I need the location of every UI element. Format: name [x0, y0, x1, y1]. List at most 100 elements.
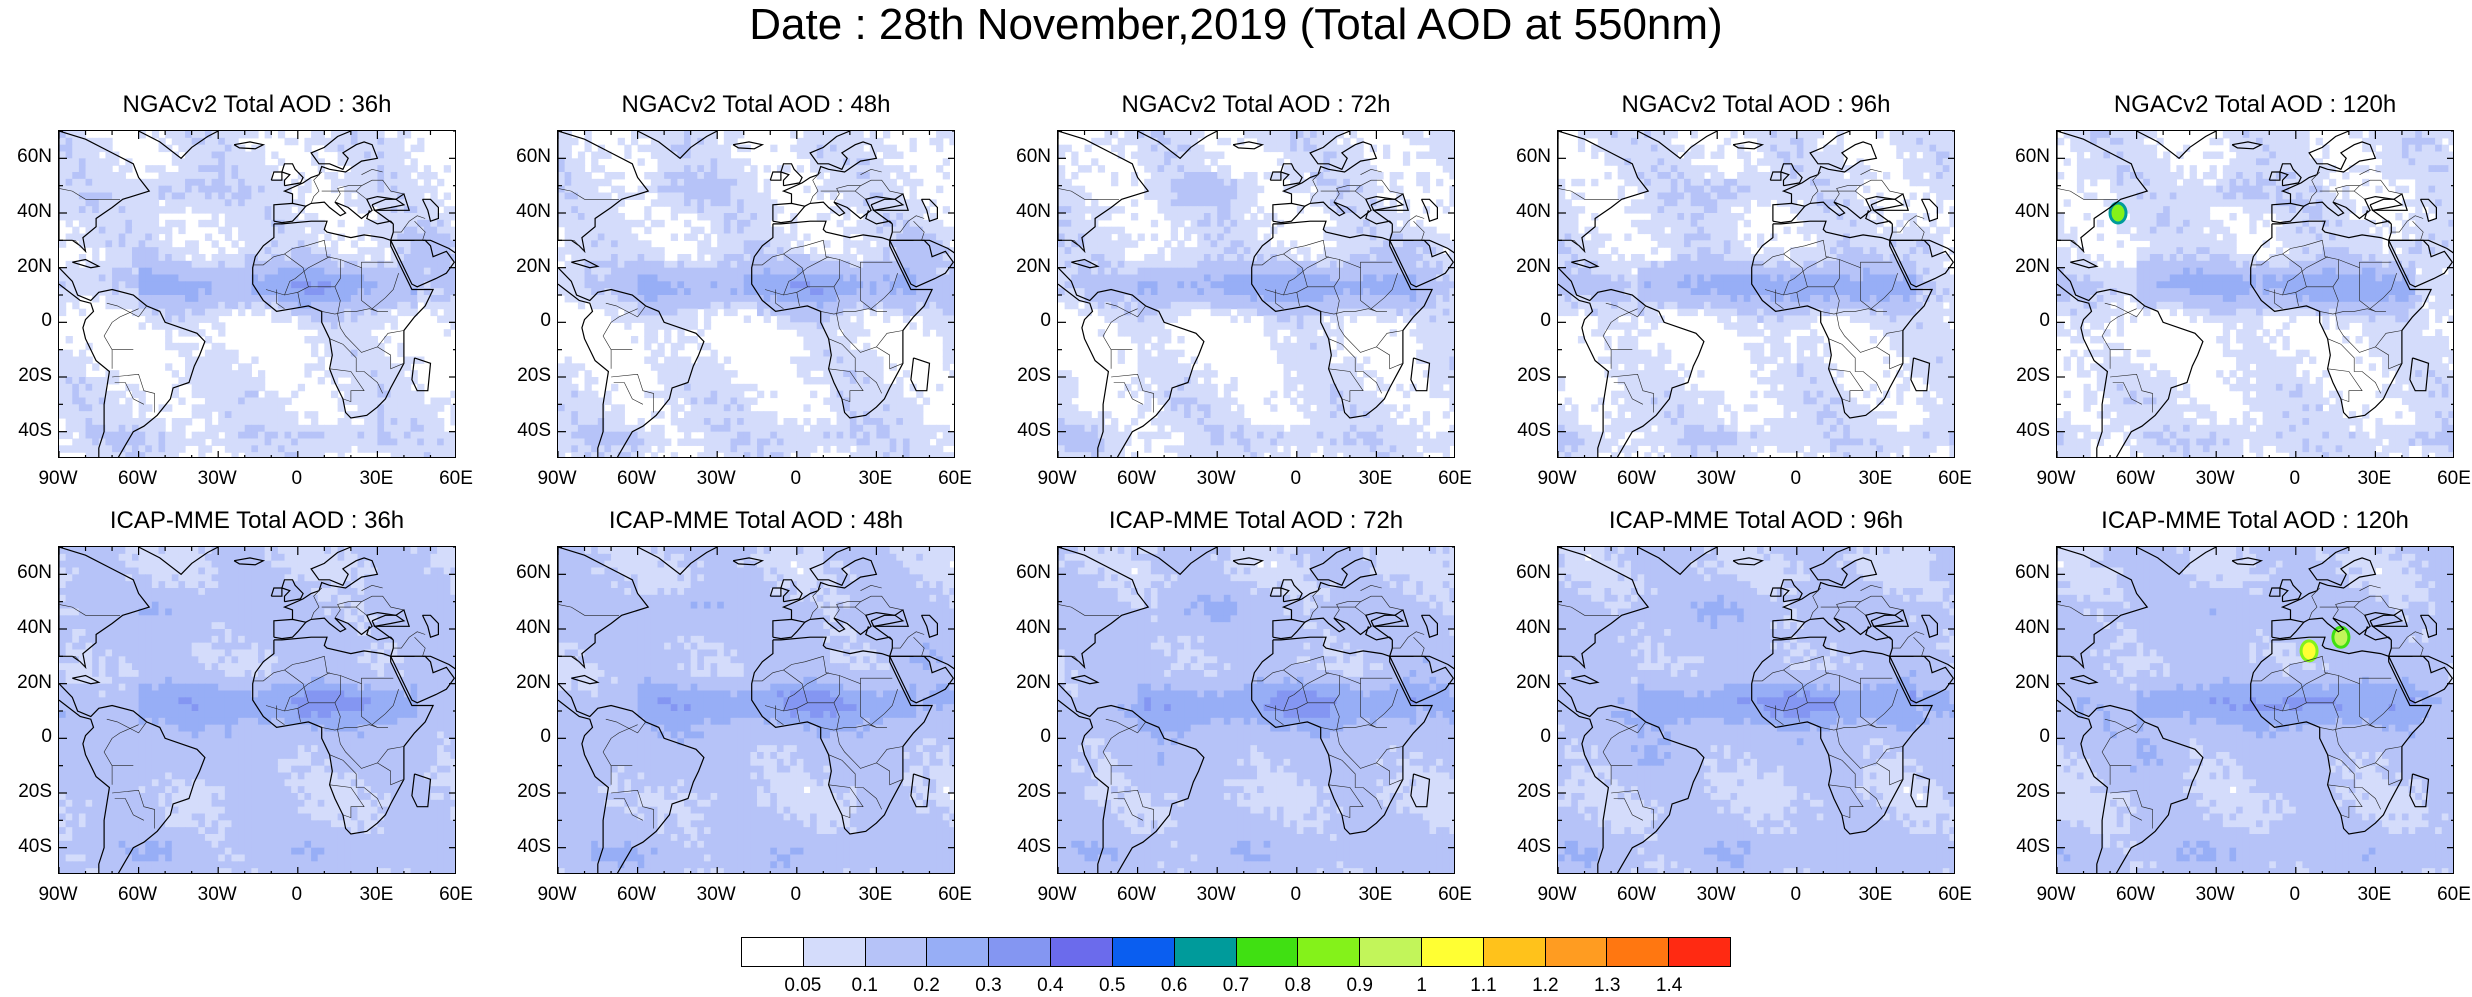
- colorbar-swatch: [1298, 938, 1360, 966]
- country-border: [104, 309, 139, 369]
- lon-tick-label: 0: [1766, 468, 1826, 490]
- lat-tick-label: 20S: [0, 365, 52, 387]
- lon-tick-label: 60E: [1425, 468, 1485, 490]
- aod-shading: [1058, 131, 1455, 458]
- coastline-madagascar: [911, 358, 930, 391]
- lon-tick-label: 90W: [28, 884, 88, 906]
- lat-tick-label: 0: [995, 726, 1051, 748]
- lon-tick-label: 60W: [2106, 884, 2166, 906]
- lat-tick-label: 20N: [1495, 672, 1551, 694]
- aod-field-svg: [558, 131, 955, 458]
- aod-field-svg: [1058, 547, 1455, 874]
- lon-tick-label: 30E: [1845, 884, 1905, 906]
- aod-shading: [2057, 547, 2454, 874]
- country-border: [1558, 188, 1619, 199]
- lat-tick-label: 40S: [995, 836, 1051, 858]
- panel-title: NGACv2 Total AOD : 48h: [517, 90, 995, 120]
- lat-tick-label: 60N: [995, 146, 1051, 168]
- lat-tick-label: 40S: [0, 836, 52, 858]
- lon-tick-label: 30E: [1345, 884, 1405, 906]
- lat-tick-label: 20S: [1495, 365, 1551, 387]
- lon-tick-label: 60E: [426, 884, 486, 906]
- aod-map: [1057, 130, 1455, 458]
- panel-title: NGACv2 Total AOD : 96h: [1517, 90, 1995, 120]
- lon-tick-label: 60W: [1607, 884, 1667, 906]
- lat-tick-label: 20S: [1994, 365, 2050, 387]
- panel-title: ICAP-MME Total AOD : 120h: [2016, 506, 2472, 536]
- aod-field-svg: [558, 547, 955, 874]
- aod-shading: [558, 547, 955, 874]
- lon-tick-label: 30W: [686, 468, 746, 490]
- lat-tick-label: 40N: [1495, 201, 1551, 223]
- lat-tick-label: 60N: [0, 146, 52, 168]
- lat-tick-label: 60N: [995, 562, 1051, 584]
- colorbar-swatch: [927, 938, 989, 966]
- lat-tick-label: 20S: [995, 365, 1051, 387]
- lat-tick-label: 40N: [0, 201, 52, 223]
- panel-title: ICAP-MME Total AOD : 48h: [517, 506, 995, 536]
- aod-shading: [1058, 547, 1455, 874]
- aod-field-svg: [1058, 131, 1455, 458]
- lat-tick-label: 0: [1495, 310, 1551, 332]
- lat-tick-label: 40S: [495, 836, 551, 858]
- aod-map: [58, 546, 456, 874]
- lon-tick-label: 30W: [187, 468, 247, 490]
- lat-tick-label: 20N: [495, 256, 551, 278]
- lat-tick-label: 40N: [1994, 201, 2050, 223]
- colorbar-swatch: [1175, 938, 1237, 966]
- panel-title: NGACv2 Total AOD : 120h: [2016, 90, 2472, 120]
- lat-tick-label: 40N: [1994, 617, 2050, 639]
- lon-tick-label: 90W: [1027, 884, 1087, 906]
- lat-tick-label: 60N: [495, 562, 551, 584]
- lon-tick-label: 30W: [1186, 884, 1246, 906]
- lat-tick-label: 40N: [495, 617, 551, 639]
- lat-tick-label: 20S: [495, 365, 551, 387]
- aod-field-svg: [2057, 131, 2454, 458]
- lon-tick-label: 60E: [925, 468, 985, 490]
- lat-tick-label: 40S: [1495, 836, 1551, 858]
- lon-tick-label: 30W: [1186, 468, 1246, 490]
- lat-tick-label: 20N: [1495, 256, 1551, 278]
- lon-tick-label: 30E: [2344, 468, 2404, 490]
- lon-tick-label: 30W: [2185, 468, 2245, 490]
- colorbar-swatch: [1422, 938, 1484, 966]
- lat-tick-label: 60N: [495, 146, 551, 168]
- lat-tick-label: 40N: [0, 617, 52, 639]
- lon-tick-label: 60W: [1107, 884, 1167, 906]
- lat-tick-label: 40N: [1495, 617, 1551, 639]
- aod-shading: [558, 131, 955, 458]
- lat-tick-label: 40S: [1994, 420, 2050, 442]
- lat-tick-label: 60N: [1994, 146, 2050, 168]
- panel-title: NGACv2 Total AOD : 36h: [18, 90, 496, 120]
- colorbar-swatch: [1113, 938, 1175, 966]
- panel-title: ICAP-MME Total AOD : 96h: [1517, 506, 1995, 536]
- lon-tick-label: 0: [1766, 884, 1826, 906]
- lat-tick-label: 40N: [995, 617, 1051, 639]
- lon-tick-label: 60E: [1425, 884, 1485, 906]
- lat-tick-label: 0: [495, 726, 551, 748]
- lon-tick-label: 30E: [845, 468, 905, 490]
- lon-tick-label: 60E: [426, 468, 486, 490]
- colorbar-swatch: [804, 938, 866, 966]
- lon-tick-label: 0: [1266, 468, 1326, 490]
- lon-tick-label: 60W: [108, 884, 168, 906]
- aod-field-svg: [59, 547, 456, 874]
- lat-tick-label: 40N: [495, 201, 551, 223]
- lon-tick-label: 60E: [2424, 468, 2472, 490]
- panel-title: NGACv2 Total AOD : 72h: [1017, 90, 1495, 120]
- lat-tick-label: 40S: [495, 420, 551, 442]
- lat-tick-label: 0: [995, 310, 1051, 332]
- aod-map: [1557, 130, 1955, 458]
- lon-tick-label: 90W: [2026, 468, 2086, 490]
- lat-tick-label: 0: [495, 310, 551, 332]
- aod-shading: [2057, 131, 2454, 458]
- aod-field-svg: [2057, 547, 2454, 874]
- lon-tick-label: 0: [766, 468, 826, 490]
- lon-tick-label: 90W: [1527, 468, 1587, 490]
- lat-tick-label: 40S: [995, 420, 1051, 442]
- lon-tick-label: 60W: [607, 884, 667, 906]
- colorbar-swatch: [1607, 938, 1669, 966]
- colorbar-swatch: [1051, 938, 1113, 966]
- aod-map: [1057, 546, 1455, 874]
- aod-field-svg: [1558, 131, 1955, 458]
